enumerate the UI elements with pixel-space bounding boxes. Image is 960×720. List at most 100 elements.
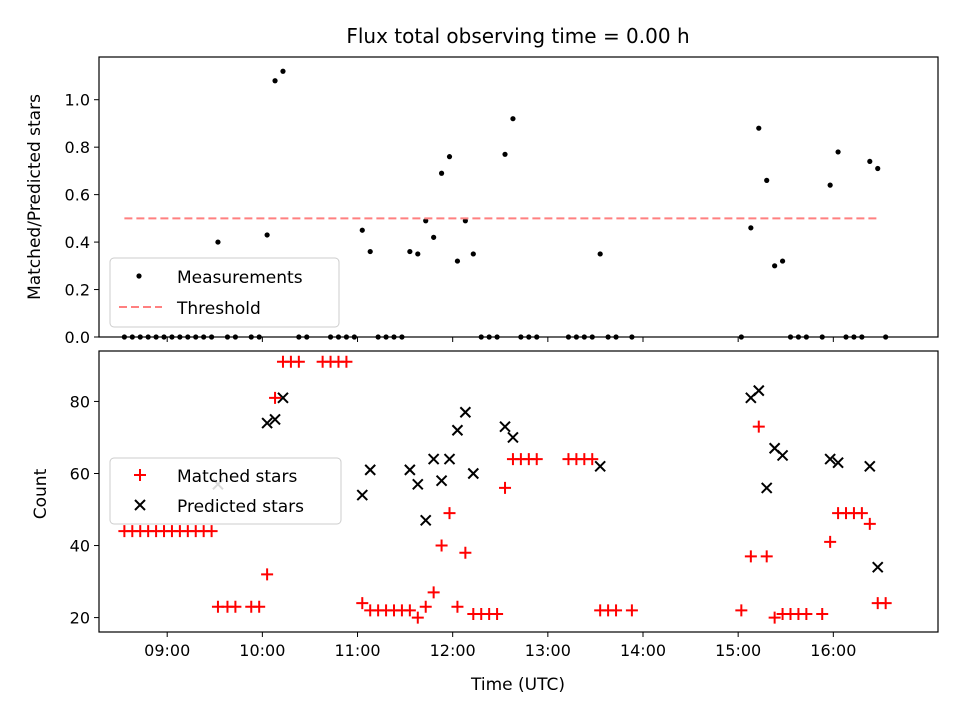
measurements-point bbox=[470, 251, 476, 257]
bottom-axis-ticks: 20 40 60 80 09:00 10:00 11:00 12:00 13:00 14:00 15… bbox=[70, 392, 857, 660]
measurements-point bbox=[875, 165, 881, 172]
top-y-tick-label: 1.0 bbox=[65, 91, 90, 110]
legend-matched-label: Matched stars bbox=[177, 467, 297, 487]
measurements-point bbox=[438, 170, 445, 176]
predicted-stars-point bbox=[761, 482, 773, 494]
measurements-point bbox=[264, 232, 270, 238]
matched-stars-point bbox=[443, 507, 456, 520]
matched-stars-point bbox=[879, 597, 892, 610]
x-tick-label: 10:00 bbox=[239, 641, 285, 660]
matched-stars-point bbox=[499, 481, 512, 494]
measurements-point bbox=[272, 78, 278, 84]
matched-stars-point bbox=[863, 517, 876, 530]
bottom-plot-frame bbox=[98, 350, 939, 633]
measurements-point bbox=[415, 251, 421, 257]
matched-stars-point bbox=[760, 550, 773, 563]
predicted-stars-point bbox=[435, 474, 448, 487]
matched-stars-point bbox=[261, 568, 274, 581]
matched-stars-point bbox=[419, 600, 432, 613]
matched-stars-point bbox=[253, 600, 266, 613]
matched-stars-point bbox=[427, 586, 440, 599]
matched-stars-point bbox=[855, 507, 868, 520]
predicted-stars-point bbox=[507, 431, 519, 444]
matched-stars-point bbox=[610, 604, 623, 617]
predicted-stars-point bbox=[753, 384, 765, 397]
top-y-tick-label: 0.2 bbox=[65, 281, 90, 300]
top-y-tick-label: 0.4 bbox=[65, 233, 90, 252]
measurements-point bbox=[779, 258, 786, 264]
predicted-stars-point bbox=[459, 406, 472, 418]
matched-stars-point bbox=[744, 550, 757, 563]
predicted-stars-point bbox=[261, 417, 273, 429]
bottom-y-tick-label: 60 bbox=[70, 464, 90, 483]
top-y-tick-label: 0.8 bbox=[65, 138, 90, 157]
top-y-axis-label: Matched/Predicted stars bbox=[25, 94, 45, 300]
predicted-stars-point bbox=[277, 392, 289, 404]
matched-stars-point bbox=[816, 607, 829, 620]
measurements-point bbox=[431, 234, 437, 240]
matched-stars-point bbox=[752, 420, 765, 433]
measurements-point bbox=[462, 218, 468, 224]
top-chart-title: Flux total observing time = 0.00 h bbox=[346, 24, 689, 48]
measurements-point bbox=[454, 258, 461, 264]
x-tick-label: 14:00 bbox=[620, 641, 666, 660]
predicted-stars-point bbox=[443, 453, 456, 465]
matched-stars-point bbox=[586, 453, 599, 466]
predicted-stars-point bbox=[356, 489, 368, 501]
matched-stars-point bbox=[435, 539, 448, 552]
matched-stars-point bbox=[269, 391, 282, 404]
predicted-stars-point bbox=[412, 478, 424, 491]
top-axis-ticks: 0.0 0.2 0.4 0.6 0.8 1.0 bbox=[65, 91, 834, 347]
x-axis-label: Time (UTC) bbox=[470, 675, 565, 695]
matched-stars-point bbox=[491, 607, 504, 620]
predicted-stars-point bbox=[404, 464, 416, 476]
top-y-tick-label: 0.6 bbox=[65, 186, 90, 205]
measurements-point bbox=[446, 154, 453, 160]
x-tick-label: 16:00 bbox=[810, 641, 856, 660]
predicted-stars-point bbox=[832, 456, 844, 469]
predicted-stars-point bbox=[824, 453, 836, 465]
measurements-point bbox=[215, 239, 221, 245]
legend-measurements-label: Measurements bbox=[177, 268, 303, 288]
measurements-point bbox=[502, 151, 508, 157]
matched-stars-point bbox=[459, 546, 472, 559]
measurements-point bbox=[407, 248, 413, 255]
predicted-stars-point bbox=[776, 449, 789, 462]
top-panel: Flux total observing time = 0.00 h 0.00.… bbox=[25, 24, 939, 347]
matched-stars-point bbox=[768, 611, 781, 624]
legend-threshold-label: Threshold bbox=[176, 299, 261, 319]
matched-stars-point bbox=[451, 600, 464, 613]
predicted-stars-point bbox=[427, 453, 440, 465]
top-plot-frame bbox=[98, 56, 939, 338]
measurements-point bbox=[827, 182, 833, 188]
matched-stars-point bbox=[530, 453, 543, 466]
predicted-stars-point bbox=[499, 420, 511, 433]
measurements-point bbox=[748, 225, 754, 231]
measurements-point bbox=[764, 177, 770, 183]
predicted-stars-point bbox=[864, 460, 876, 472]
measurements-point bbox=[510, 116, 516, 122]
measurements-point bbox=[423, 218, 429, 224]
predicted-stars-point bbox=[451, 424, 464, 436]
matched-stars-point bbox=[403, 604, 416, 617]
x-tick-label: 09:00 bbox=[144, 641, 190, 660]
measurements-point bbox=[867, 158, 873, 165]
predicted-stars-point bbox=[364, 464, 376, 476]
matched-stars-point bbox=[411, 611, 424, 624]
bottom-y-axis-label: Count bbox=[31, 468, 51, 519]
matched-stars-point bbox=[625, 604, 638, 617]
top-y-tick-label: 0.0 bbox=[65, 328, 90, 347]
predicted-stars-point bbox=[872, 561, 884, 573]
predicted-stars-point bbox=[420, 514, 432, 527]
matched-stars-point bbox=[356, 597, 369, 610]
matched-stars-point bbox=[340, 355, 353, 368]
predicted-stars-point bbox=[594, 460, 606, 472]
bottom-legend: Matched stars Predicted stars bbox=[109, 457, 342, 525]
measurements-point bbox=[280, 68, 286, 74]
bottom-y-tick-label: 80 bbox=[70, 392, 90, 411]
measurements-point bbox=[772, 263, 778, 269]
top-legend-box bbox=[109, 257, 340, 328]
matched-stars-point bbox=[229, 600, 242, 613]
matched-stars-point bbox=[292, 355, 305, 368]
